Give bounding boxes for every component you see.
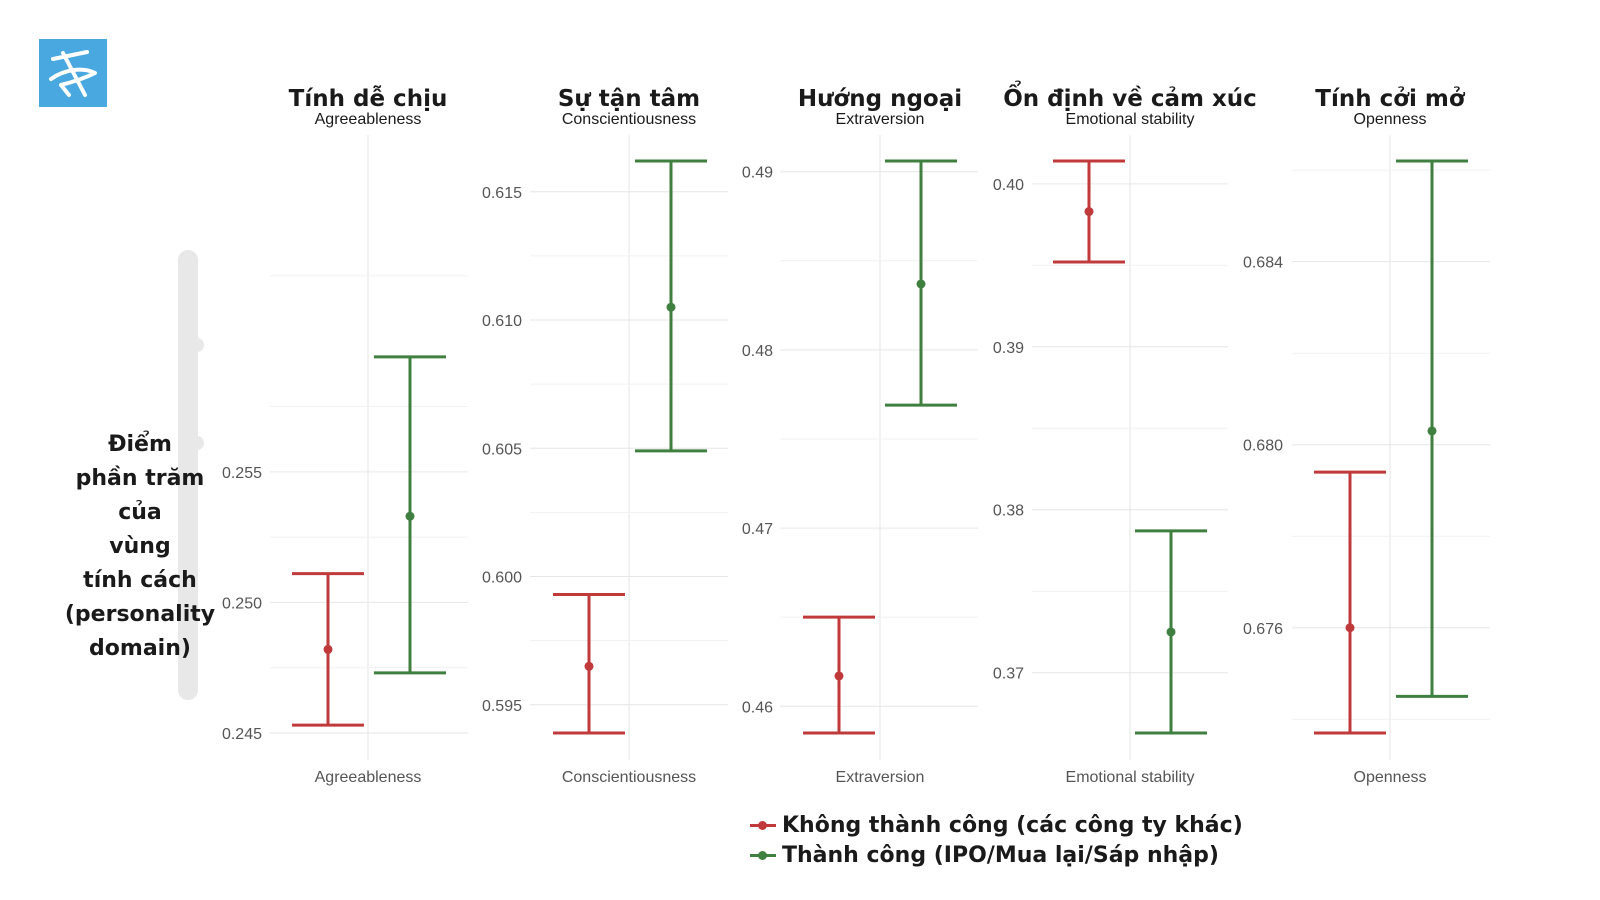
panel-4-tick-label: 0.684	[1243, 255, 1283, 272]
panel-1-tick-label: 0.615	[482, 185, 522, 202]
panel-0-x-label: Agreeableness	[315, 769, 422, 786]
panel-1-x-label: Conscientiousness	[562, 769, 696, 786]
panel-3-x-label: Emotional stability	[1066, 769, 1195, 786]
panel-2-series-1-point	[916, 279, 926, 289]
legend: Không thành công (các công ty khác) Thàn…	[750, 810, 1243, 870]
panel-0-tick-label: 0.255	[222, 465, 262, 482]
y-axis-brace	[178, 250, 204, 700]
panel-0-series-1-point	[405, 511, 415, 521]
panel-3-subtitle: Emotional stability	[1066, 111, 1195, 128]
panel-1-tick-label: 0.595	[482, 698, 522, 715]
panel-2-tick-label: 0.49	[742, 165, 773, 182]
panel-0-series-0-point	[323, 644, 333, 654]
panel-4-tick-label: 0.680	[1243, 438, 1283, 455]
panel-2-series-0-point	[834, 671, 844, 681]
panel-0-tick-label: 0.250	[222, 595, 262, 612]
panel-3-tick-label: 0.38	[993, 503, 1024, 520]
legend-swatch-unsuccessful	[750, 818, 776, 832]
panel-1-tick-label: 0.605	[482, 441, 522, 458]
panel-3-tick-label: 0.37	[993, 666, 1024, 683]
legend-item-unsuccessful: Không thành công (các công ty khác)	[750, 810, 1243, 840]
legend-item-successful: Thành công (IPO/Mua lại/Sáp nhập)	[750, 840, 1243, 870]
panel-2-tick-label: 0.46	[742, 699, 773, 716]
panel-4-title: Tính cởi mở	[1315, 86, 1466, 112]
panel-1-subtitle: Conscientiousness	[562, 111, 696, 128]
panel-4-series-1-point	[1427, 426, 1437, 436]
stylized-scribble-logo-icon	[39, 39, 107, 107]
panel-1-tick-label: 0.600	[482, 570, 522, 587]
panel-2-title: Hướng ngoại	[798, 86, 962, 112]
panel-1-title: Sự tận tâm	[558, 86, 700, 112]
panel-1-series-0-point	[584, 661, 594, 671]
panel-3-series-0-point	[1084, 207, 1094, 217]
panel-3-tick-label: 0.39	[993, 340, 1024, 357]
panel-2-subtitle: Extraversion	[836, 111, 925, 128]
y-axis-label: Điểm phần trăm của vùng tính cách (perso…	[64, 432, 216, 661]
panel-0-subtitle: Agreeableness	[315, 111, 422, 128]
panel-3-tick-label: 0.40	[993, 177, 1024, 194]
panel-2-tick-label: 0.47	[742, 521, 773, 538]
legend-swatch-successful	[750, 848, 776, 862]
panel-4-tick-label: 0.676	[1243, 621, 1283, 638]
panel-1-series-1-point	[666, 302, 676, 312]
panel-4-series-0-point	[1345, 623, 1355, 633]
panel-2-x-label: Extraversion	[836, 769, 925, 786]
panel-2-tick-label: 0.48	[742, 343, 773, 360]
panel-3-series-1-point	[1166, 627, 1176, 637]
panel-4-subtitle: Openness	[1354, 111, 1427, 128]
legend-label-successful: Thành công (IPO/Mua lại/Sáp nhập)	[782, 842, 1219, 868]
legend-label-unsuccessful: Không thành công (các công ty khác)	[782, 812, 1243, 838]
y-axis-label-container: Điểm phần trăm của vùng tính cách (perso…	[60, 428, 220, 666]
panel-4-x-label: Openness	[1354, 769, 1427, 786]
panel-3-title: Ổn định về cảm xúc	[1003, 80, 1257, 112]
panel-1-tick-label: 0.610	[482, 313, 522, 330]
panel-0-tick-label: 0.245	[222, 726, 262, 743]
panel-0-title: Tính dễ chịu	[289, 85, 448, 112]
